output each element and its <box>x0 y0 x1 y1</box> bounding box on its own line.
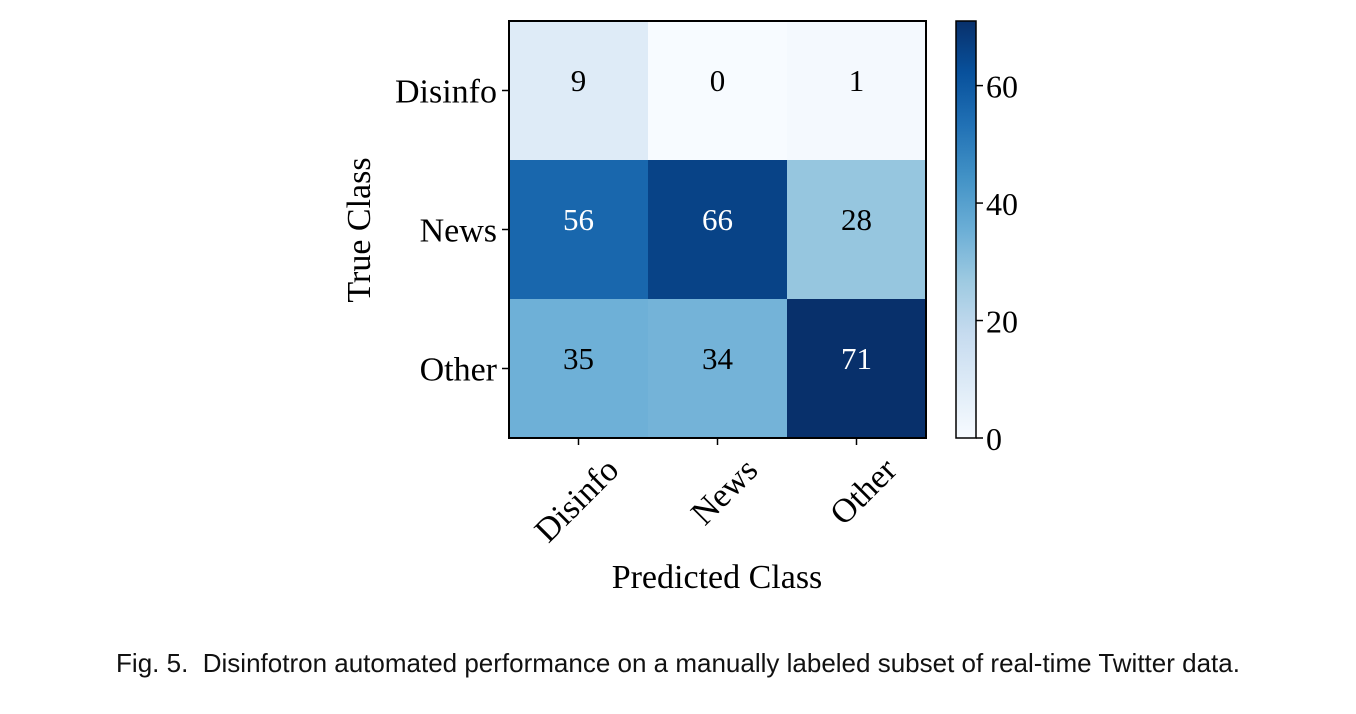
colorbar-gradient <box>956 21 976 438</box>
x-tick-label: News <box>684 451 765 532</box>
heatmap-cell <box>787 160 927 300</box>
colorbar-tick-label: 0 <box>986 421 1002 457</box>
cell-value-label: 71 <box>841 341 872 376</box>
x-tick-label: Disinfo <box>528 451 626 549</box>
heatmap-cell <box>648 299 788 439</box>
caption-label: Fig. 5. <box>116 648 189 678</box>
y-axis-label: True Class <box>341 157 378 302</box>
heatmap-cell <box>509 160 649 300</box>
x-tick-label: Other <box>823 451 904 532</box>
heatmap-cell <box>648 21 788 161</box>
colorbar-tick-label: 20 <box>986 304 1018 340</box>
cell-value-label: 34 <box>702 341 734 376</box>
cell-value-label: 28 <box>841 202 872 237</box>
cell-value-label: 56 <box>563 202 594 237</box>
colorbar-tick-label: 40 <box>986 186 1018 222</box>
heatmap-cells: 9 0 1 56 66 28 35 34 71 <box>509 21 927 439</box>
x-axis-ticks: Disinfo News Other <box>528 438 905 550</box>
cell-value-label: 1 <box>849 63 865 98</box>
cell-value-label: 35 <box>563 341 594 376</box>
figure-caption: Fig. 5. Disinfotron automated performanc… <box>0 648 1356 679</box>
heatmap-cell <box>787 21 927 161</box>
heatmap-cell <box>509 299 649 439</box>
heatmap-cell <box>787 299 927 439</box>
colorbar-ticks: 0 20 40 60 <box>976 69 1018 457</box>
y-tick-label: Other <box>420 352 498 389</box>
colorbar-frame <box>955 20 977 439</box>
cell-value-label: 9 <box>571 63 587 98</box>
colorbar-tick-label: 60 <box>986 69 1018 105</box>
y-axis-ticks: Disinfo News Other <box>395 74 509 389</box>
heatmap-cell <box>509 21 649 161</box>
y-tick-label: News <box>420 213 497 250</box>
x-axis-label: Predicted Class <box>612 559 823 596</box>
caption-text: Disinfotron automated performance on a m… <box>202 648 1240 678</box>
cell-value-label: 0 <box>710 63 726 98</box>
heatmap-cell <box>648 160 788 300</box>
y-tick-label: Disinfo <box>395 74 497 111</box>
cell-value-label: 66 <box>702 202 733 237</box>
